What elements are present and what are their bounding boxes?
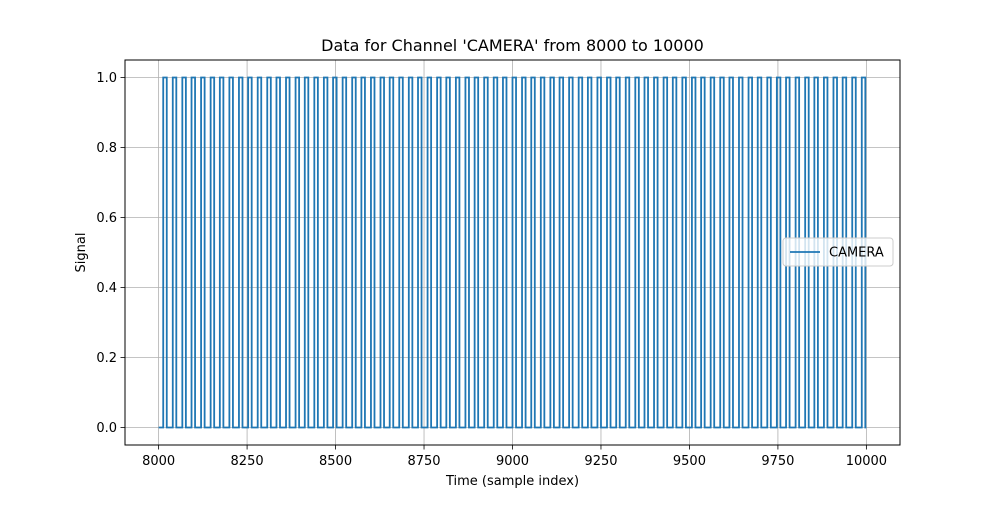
y-tick-label: 0.2 — [96, 351, 117, 366]
y-tick-label: 0.0 — [96, 421, 117, 436]
series-layer — [158, 76, 867, 429]
y-tick-label: 0.6 — [96, 211, 117, 226]
y-axis-label: Signal — [74, 233, 89, 273]
tick-layer: 8000 8250 8500 8750 9000 9250 9500 9750 10000 0.0… — [96, 71, 887, 469]
y-tick-label: 0.8 — [96, 141, 117, 156]
x-tick-label: 9250 — [584, 454, 617, 469]
y-tick-label: 0.4 — [96, 281, 117, 296]
x-tick-label: 9500 — [673, 454, 706, 469]
x-tick-label: 10000 — [846, 454, 887, 469]
series-line-camera — [158, 76, 867, 429]
legend: CAMERA — [782, 237, 894, 267]
x-tick-label: 8750 — [407, 454, 440, 469]
legend-box — [782, 237, 894, 267]
y-tick-label: 1.0 — [96, 71, 117, 86]
x-tick-label: 9000 — [496, 454, 529, 469]
chart-title: Data for Channel 'CAMERA' from 8000 to 1… — [321, 36, 704, 55]
x-tick-label: 9750 — [761, 454, 794, 469]
x-tick-label: 8000 — [142, 454, 175, 469]
legend-label-camera: CAMERA — [829, 246, 884, 261]
x-axis-label: Time (sample index) — [445, 474, 579, 489]
x-tick-label: 8250 — [231, 454, 264, 469]
x-tick-label: 8500 — [319, 454, 352, 469]
